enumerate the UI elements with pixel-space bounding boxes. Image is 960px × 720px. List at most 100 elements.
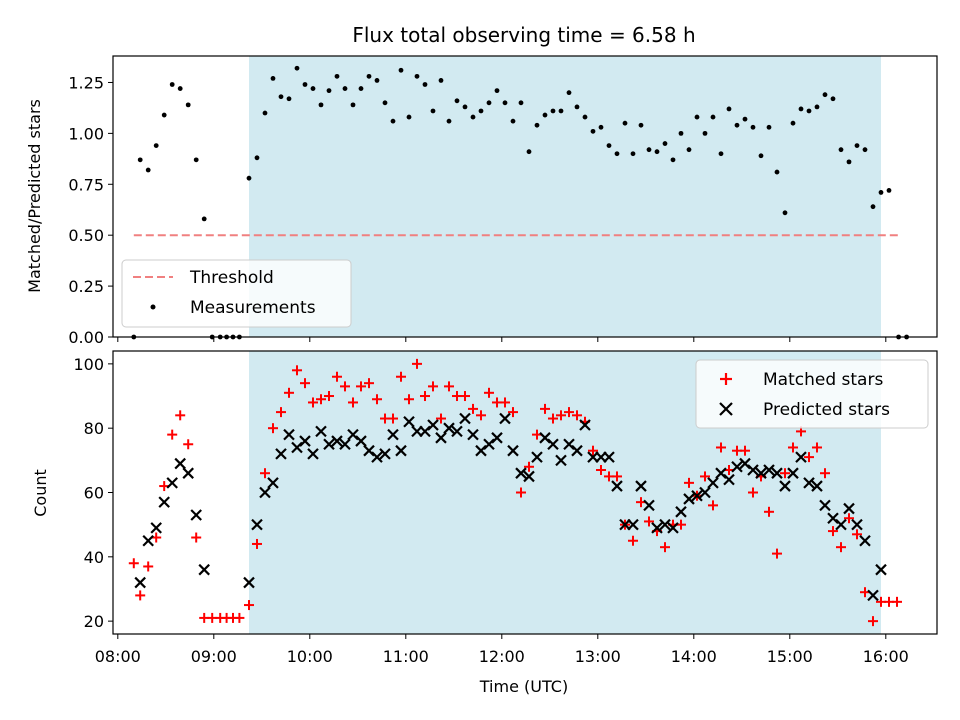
measurement-point bbox=[718, 151, 724, 157]
matched-star-point bbox=[588, 445, 598, 456]
measurement-point bbox=[734, 122, 740, 128]
predicted-star-point bbox=[251, 518, 263, 531]
matched-star-point bbox=[548, 413, 558, 424]
matched-star-point bbox=[276, 407, 286, 418]
matched-star-point bbox=[428, 381, 438, 392]
predicted-star-point bbox=[198, 563, 210, 576]
predicted-star-point bbox=[363, 444, 375, 457]
matched-star-point bbox=[476, 410, 486, 421]
predicted-star-point bbox=[379, 448, 391, 460]
predicted-star-point bbox=[755, 467, 767, 479]
measurement-point bbox=[177, 86, 183, 91]
measurement-point bbox=[145, 167, 151, 173]
measurement-point bbox=[758, 153, 764, 159]
measurement-point bbox=[446, 118, 452, 124]
x-tick-label: 12:00 bbox=[479, 647, 525, 666]
measurement-point bbox=[262, 110, 268, 116]
matched-star-point bbox=[748, 487, 758, 498]
predicted-star-point bbox=[715, 467, 727, 479]
predicted-star-point bbox=[811, 480, 823, 492]
legend-matched-swatch bbox=[720, 373, 732, 385]
measurement-point bbox=[478, 108, 484, 114]
predicted-star-point bbox=[707, 477, 719, 489]
measurement-point bbox=[169, 82, 175, 87]
matched-star-point bbox=[135, 590, 146, 601]
measurement-point bbox=[494, 88, 500, 94]
measurement-point bbox=[318, 102, 324, 108]
measurement-point bbox=[510, 118, 516, 124]
matched-star-point bbox=[300, 378, 310, 389]
predicted-star-point bbox=[283, 428, 295, 441]
predicted-star-point bbox=[515, 467, 527, 479]
matched-star-point bbox=[892, 596, 902, 607]
measurement-point bbox=[806, 108, 812, 114]
measurement-point bbox=[358, 86, 364, 91]
predicted-star-point bbox=[627, 518, 639, 531]
measurement-point bbox=[462, 104, 468, 110]
predicted-star-point bbox=[355, 435, 367, 447]
matched-star-point bbox=[684, 477, 694, 488]
predicted-star-point bbox=[779, 480, 791, 492]
predicted-star-point bbox=[182, 467, 194, 479]
measurement-point bbox=[566, 90, 572, 96]
predicted-star-point bbox=[467, 428, 479, 441]
matched-star-point bbox=[660, 542, 670, 553]
measurement-point bbox=[542, 112, 548, 118]
predicted-star-point bbox=[134, 576, 146, 589]
predicted-star-point bbox=[699, 486, 711, 499]
measurement-point bbox=[686, 147, 692, 153]
predicted-star-point bbox=[875, 563, 887, 576]
x-tick-label: 11:00 bbox=[383, 647, 429, 666]
predicted-star-point bbox=[611, 480, 623, 492]
matched-star-point bbox=[167, 429, 178, 440]
matched-star-point bbox=[556, 410, 566, 421]
predicted-star-point bbox=[259, 486, 271, 499]
measurement-point bbox=[862, 147, 868, 153]
measurement-point bbox=[726, 106, 732, 112]
count-panel: 20 40 60 80 100 08:00 09:00 10:00 11:00 12:00 13:… bbox=[31, 350, 938, 696]
predicted-star-point bbox=[443, 422, 455, 434]
predicted-star-point bbox=[323, 438, 335, 451]
matched-star-point bbox=[364, 378, 374, 389]
predicted-star-point bbox=[659, 518, 671, 531]
predicted-star-point bbox=[190, 509, 202, 521]
matched-star-point bbox=[324, 391, 334, 402]
predicted-star-point bbox=[419, 425, 431, 438]
predicted-star-point bbox=[867, 589, 879, 602]
ratio-plot-frame bbox=[112, 55, 938, 338]
predicted-star-point bbox=[459, 412, 471, 425]
matched-star-point bbox=[128, 558, 139, 569]
predicted-star-point bbox=[555, 454, 567, 467]
measurement-point bbox=[414, 73, 420, 79]
matched-star-point bbox=[404, 394, 414, 405]
matched-star-point bbox=[396, 371, 406, 382]
measurement-point bbox=[366, 73, 372, 79]
matched-star-point bbox=[628, 535, 638, 546]
matched-star-point bbox=[564, 407, 574, 418]
matched-star-point bbox=[348, 397, 358, 408]
measurement-point bbox=[614, 151, 620, 157]
legend-predicted-swatch bbox=[719, 402, 733, 416]
measurement-point bbox=[590, 128, 596, 134]
predicted-star-point bbox=[651, 522, 663, 534]
predicted-star-point bbox=[331, 435, 343, 447]
count-y-tick-label: 80 bbox=[84, 419, 104, 438]
measurement-point bbox=[606, 143, 612, 148]
matched-star-point bbox=[836, 542, 846, 553]
measurement-point bbox=[822, 92, 828, 98]
measurement-point bbox=[382, 100, 388, 106]
matched-star-point bbox=[868, 616, 878, 627]
matched-star-point bbox=[284, 387, 294, 398]
predicted-star-point bbox=[723, 473, 735, 486]
measurement-point bbox=[193, 157, 199, 163]
predicted-star-point bbox=[675, 506, 687, 518]
predicted-star-point bbox=[483, 438, 495, 451]
predicted-star-point bbox=[491, 432, 503, 444]
legend-measurements-label: Measurements bbox=[190, 298, 316, 318]
chart-title: Flux total observing time = 6.58 h bbox=[352, 23, 695, 47]
matched-star-point bbox=[700, 471, 710, 482]
ratio-y-tick-label: 1.25 bbox=[68, 73, 104, 92]
matched-star-point bbox=[484, 387, 494, 398]
matched-star-point bbox=[420, 391, 430, 402]
measurement-point bbox=[185, 102, 191, 108]
